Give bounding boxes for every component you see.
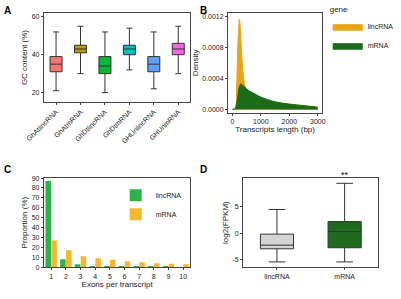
svg-text:0: 0	[36, 264, 40, 271]
svg-text:GHUnlincRNA: GHUnlincRNA	[120, 108, 157, 145]
svg-text:mRNA: mRNA	[334, 273, 355, 280]
svg-text:7: 7	[137, 273, 141, 280]
svg-text:GC content (%): GC content (%)	[20, 30, 29, 85]
svg-text:5: 5	[235, 203, 239, 210]
svg-text:80: 80	[32, 184, 40, 191]
svg-text:1: 1	[49, 273, 53, 280]
svg-text:GhAtmRNA: GhAtmRNA	[53, 108, 84, 139]
svg-text:GhDtmRNA: GhDtmRNA	[101, 108, 132, 139]
svg-text:2: 2	[64, 273, 68, 280]
svg-text:40: 40	[32, 51, 40, 58]
svg-text:0.0000: 0.0000	[202, 106, 224, 113]
svg-text:20: 20	[32, 244, 40, 251]
svg-text:5: 5	[108, 273, 112, 280]
svg-text:GhAtlincRNA: GhAtlincRNA	[25, 108, 59, 142]
svg-text:Density: Density	[191, 49, 200, 76]
svg-text:lincRNA: lincRNA	[368, 23, 394, 30]
svg-text:2000: 2000	[282, 118, 298, 125]
svg-text:D: D	[200, 164, 207, 175]
svg-text:70: 70	[32, 194, 40, 201]
svg-text:log2(FPKM): log2(FPKM)	[221, 201, 230, 244]
svg-text:0: 0	[230, 118, 234, 125]
svg-text:B: B	[200, 5, 207, 16]
svg-text:3: 3	[79, 273, 83, 280]
svg-text:3000: 3000	[310, 118, 326, 125]
svg-text:GhDtlincRNA: GhDtlincRNA	[74, 108, 109, 143]
svg-text:1000: 1000	[253, 118, 269, 125]
svg-text:lincRNA: lincRNA	[264, 273, 290, 280]
svg-text:30: 30	[32, 234, 40, 241]
svg-text:6: 6	[123, 273, 127, 280]
svg-text:0.0008: 0.0008	[202, 44, 224, 51]
svg-text:0.0012: 0.0012	[202, 13, 224, 20]
svg-text:-5: -5	[232, 256, 238, 263]
svg-text:4: 4	[93, 273, 97, 280]
svg-text:mRNA: mRNA	[156, 211, 177, 218]
svg-text:C: C	[4, 164, 11, 175]
svg-text:0.0004: 0.0004	[202, 75, 224, 82]
svg-text:8: 8	[152, 273, 156, 280]
svg-text:60: 60	[32, 204, 40, 211]
svg-text:**: **	[341, 170, 349, 180]
svg-text:GHUnmRNA: GHUnmRNA	[148, 108, 182, 142]
svg-text:Transcripts length (bp): Transcripts length (bp)	[235, 125, 315, 134]
svg-text:10: 10	[179, 273, 187, 280]
svg-text:20: 20	[32, 89, 40, 96]
svg-text:mRNA: mRNA	[368, 42, 389, 49]
svg-text:50: 50	[32, 214, 40, 221]
svg-text:9: 9	[167, 273, 171, 280]
svg-text:Exons per transcript: Exons per transcript	[82, 280, 154, 289]
svg-text:90: 90	[32, 175, 40, 182]
svg-text:10: 10	[32, 254, 40, 261]
svg-text:lincRNA: lincRNA	[156, 192, 182, 199]
svg-text:gene: gene	[330, 5, 348, 14]
svg-text:A: A	[4, 5, 11, 16]
svg-text:Proportion (%): Proportion (%)	[20, 196, 29, 248]
svg-text:60: 60	[32, 13, 40, 20]
svg-text:0: 0	[235, 230, 239, 237]
svg-text:40: 40	[32, 224, 40, 231]
